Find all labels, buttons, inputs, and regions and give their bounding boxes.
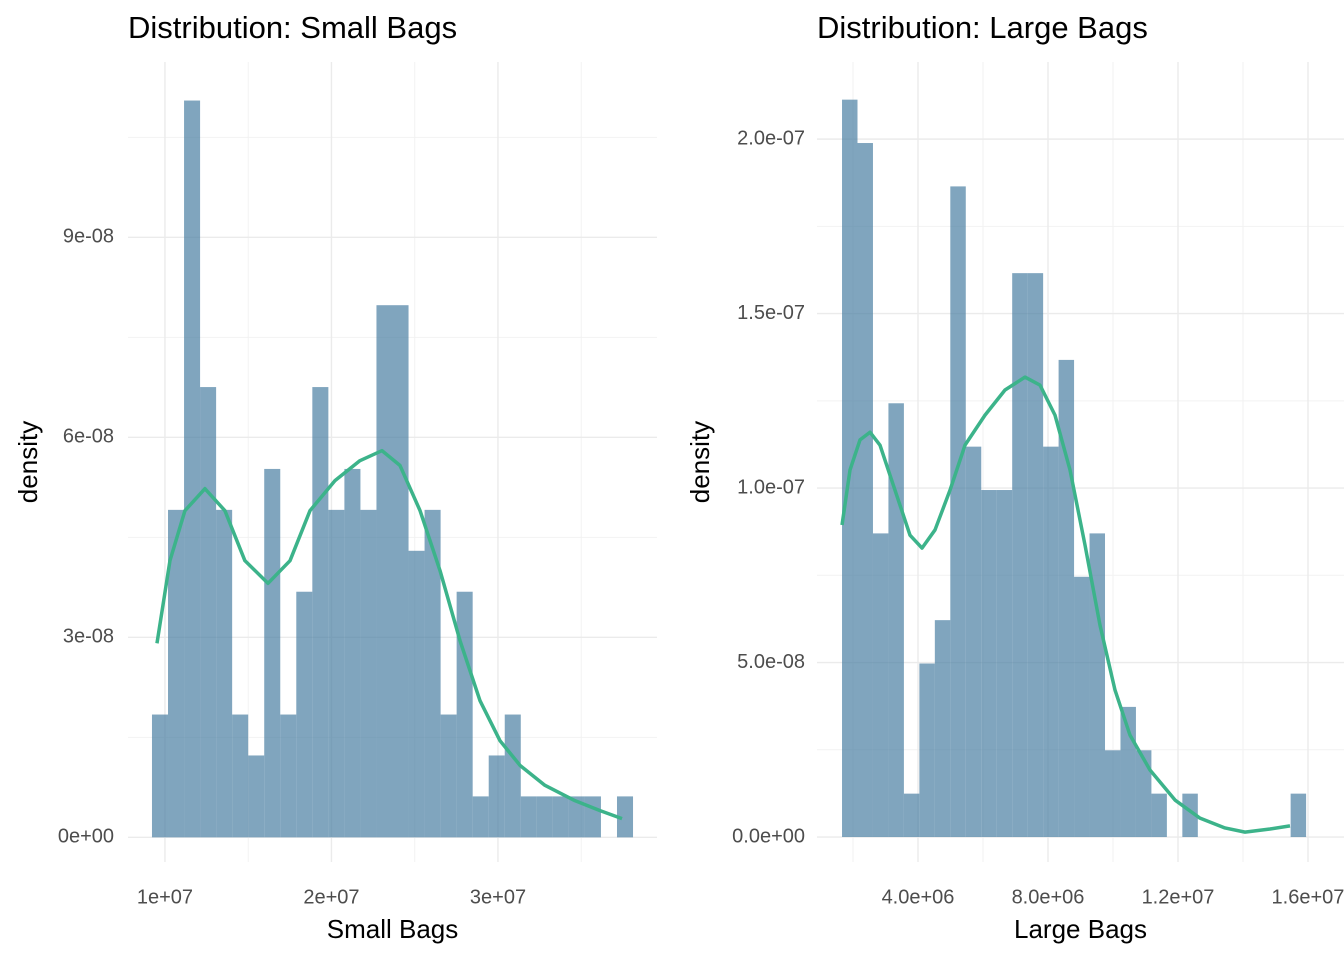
- bar: [280, 714, 297, 838]
- bar: [184, 100, 201, 838]
- chart-title: Distribution: Small Bags: [128, 10, 457, 45]
- bar: [360, 509, 377, 838]
- x-tick-label: 8.0e+06: [1012, 886, 1085, 908]
- bar: [264, 468, 281, 838]
- bar: [857, 143, 873, 838]
- bar: [520, 796, 537, 838]
- bar: [328, 509, 345, 838]
- bar: [488, 755, 505, 838]
- x-tick-label: 1e+07: [137, 886, 193, 908]
- bar: [312, 387, 329, 838]
- bar: [151, 714, 169, 838]
- bar: [965, 446, 982, 838]
- bar: [1105, 750, 1121, 838]
- bar: [872, 533, 889, 838]
- x-tick-label: 1.6e+07: [1272, 886, 1344, 908]
- bar: [408, 550, 425, 838]
- x-tick-label: 2e+07: [303, 886, 359, 908]
- bar: [296, 591, 313, 838]
- y-tick-label: 3e-08: [63, 626, 114, 648]
- x-axis-title: Large Bags: [1014, 914, 1147, 944]
- bar: [568, 796, 585, 838]
- panel: 1e+07 2e+07 3e+07 0e+00 3e-08 6e-08 9e-08 Distr…: [13, 10, 657, 944]
- bar: [888, 403, 904, 838]
- bar: [1089, 533, 1106, 838]
- y-tick-label: 0e+00: [58, 826, 114, 848]
- bar: [950, 186, 966, 838]
- bar: [472, 796, 489, 838]
- bar: [200, 387, 217, 838]
- y-axis-title: density: [13, 421, 43, 503]
- bar: [504, 714, 521, 838]
- bar: [1012, 273, 1028, 838]
- density-curve: [155, 448, 623, 821]
- y-tick-label: 5.0e-08: [737, 651, 805, 673]
- bar: [248, 755, 265, 838]
- bar: [996, 490, 1013, 838]
- y-axis-title: density: [685, 421, 715, 503]
- bar: [981, 490, 997, 838]
- bar: [919, 663, 935, 838]
- bar: [168, 509, 185, 838]
- y-tick-label: 2.0e-07: [737, 127, 805, 149]
- y-tick-label: 9e-08: [63, 226, 114, 248]
- density-curve: [840, 375, 1291, 834]
- bar: [536, 796, 553, 838]
- y-tick-label: 6e-08: [63, 426, 114, 448]
- panel: 4.0e+06 8.0e+06 1.2e+07 1.6e+07 0.0e+00 5.0e-…: [685, 10, 1344, 944]
- bar: [344, 468, 361, 838]
- bar: [440, 714, 457, 838]
- bar: [934, 620, 951, 838]
- x-tick-label: 3e+07: [470, 886, 526, 908]
- bar: [216, 509, 233, 838]
- bar: [1074, 576, 1090, 838]
- x-axis-title: Small Bags: [327, 914, 459, 944]
- bar: [552, 796, 569, 838]
- y-tick-label: 1.0e-07: [737, 476, 805, 498]
- bar: [376, 305, 393, 838]
- bar: [456, 591, 473, 838]
- bar: [392, 305, 409, 838]
- chart-title: Distribution: Large Bags: [817, 10, 1148, 45]
- x-tick-label: 4.0e+06: [882, 886, 955, 908]
- bar: [424, 509, 441, 838]
- bar: [1151, 793, 1167, 838]
- bar: [1290, 793, 1307, 838]
- bar: [1182, 793, 1198, 838]
- bar: [1043, 446, 1059, 838]
- bar: [1135, 750, 1152, 838]
- y-tick-label: 1.5e-07: [737, 302, 805, 324]
- bar: [616, 796, 634, 838]
- x-tick-label: 1.2e+07: [1142, 886, 1215, 908]
- bar: [1027, 273, 1044, 838]
- bar: [232, 714, 249, 838]
- bar: [584, 796, 601, 838]
- y-tick-label: 0.0e+00: [732, 825, 805, 847]
- bar: [903, 793, 920, 838]
